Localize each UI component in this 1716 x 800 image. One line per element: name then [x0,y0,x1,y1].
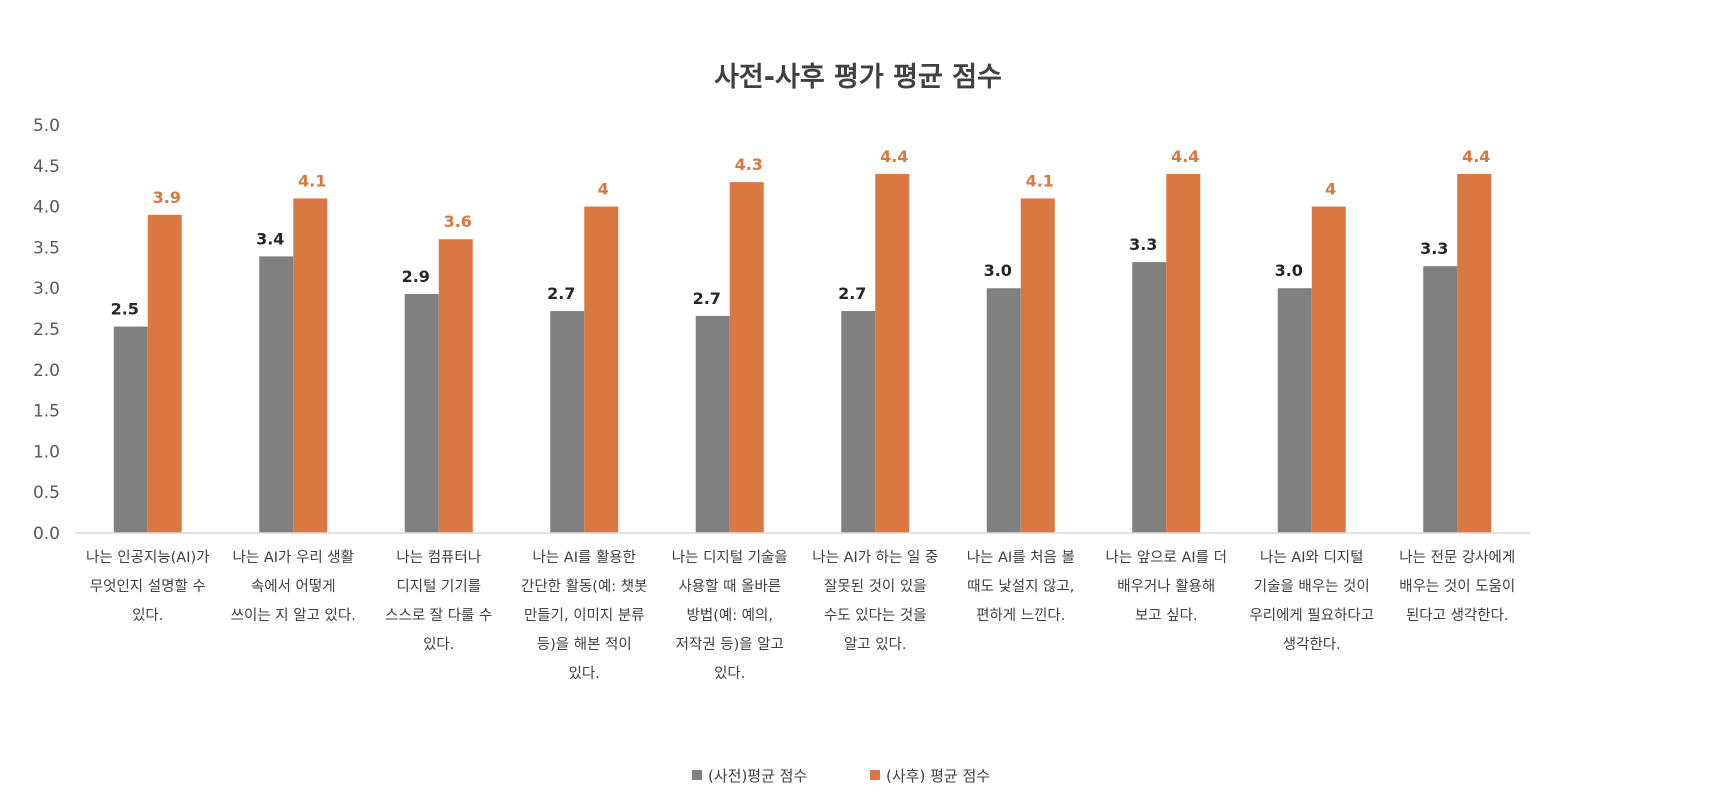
x-tick-label: 나는 AI가 우리 생활 속에서 어떻게 쓰이는 지 알고 있다. [231,549,356,624]
y-axis: 0.0 0.5 1.0 1.5 2.0 2.5 3.0 3.5 4.0 4.5 5.0 [33,116,60,544]
data-label: 2.7 [693,289,721,308]
y-tick-label: 3.5 [33,238,60,258]
x-tick-label: 나는 AI를 활용한 간단한 활동(예: 챗봇 만들기, 이미지 분류 등)을 해본 … [521,549,647,682]
data-label: 4.1 [298,171,326,190]
data-label: 2.7 [547,284,575,303]
bar-post [438,239,473,534]
data-label: 4.1 [1026,171,1054,190]
bar-post [1166,173,1201,533]
data-label: 3.3 [1420,239,1448,258]
y-tick-label: 4.5 [33,157,60,177]
x-tick-label: 나는 AI와 디지털 기술을 배우는 것이 우리에게 필요하다고 생각한다. [1249,549,1374,653]
data-label: 4 [598,180,609,199]
y-tick-label: 4.0 [33,198,60,218]
y-tick-label: 2.5 [33,320,60,340]
y-tick-label: 5.0 [33,116,60,136]
data-label: 3.0 [1275,261,1303,280]
bar-pre [404,293,439,533]
data-label: 3.4 [256,229,284,248]
x-tick-label: 나는 AI를 처음 볼 때도 낯설지 않고, 편하게 느낀다. [967,549,1075,624]
data-label: 4 [1325,180,1336,199]
data-label: 2.7 [838,284,866,303]
x-tick-label: 나는 디지털 기술을 사용할 때 올바른 방법(예: 예의, 저작권 등)을 알고 있다… [672,549,788,682]
data-label: 4.3 [735,155,763,174]
bars: 2.5 3.9 3.4 4.1 2.9 3.6 2.7 4 2.7 4.3 2.7 4.4 3.0 4.1… [111,147,1492,534]
y-tick-label: 0.5 [33,483,60,503]
x-tick-label: 나는 인공지능(AI)가 무엇인지 설명할 수 있다. [86,549,210,624]
data-label: 2.5 [111,300,139,319]
legend-swatch [870,770,880,780]
bar-post [584,206,619,533]
bar-post [147,214,182,533]
y-tick-label: 1.0 [33,442,60,462]
data-label: 3.0 [984,261,1012,280]
bar-pre [259,256,294,533]
y-tick-label: 1.5 [33,402,60,422]
y-tick-label: 2.0 [33,361,60,381]
data-label: 2.9 [402,267,430,286]
bar-post [729,182,764,533]
legend-swatch [692,770,702,780]
bar-pre [986,288,1021,533]
bar-post [875,173,910,533]
data-label: 4.4 [880,147,908,166]
y-tick-label: 3.0 [33,279,60,299]
bar-pre [841,311,876,533]
bar-pre [1423,266,1458,533]
legend-label: (사전)평균 점수 [708,767,807,785]
x-tick-label: 나는 AI가 하는 일 중 잘못된 것이 있을 수도 있다는 것을 알고 있다. [812,549,938,653]
bar-post [1311,206,1346,533]
bar-post [1020,198,1055,533]
data-label: 3.9 [153,188,181,207]
x-tick-label: 나는 전문 강사에게 배우는 것이 도움이 된다고 생각한다. [1399,549,1515,624]
x-tick-label: 나는 앞으로 AI를 더 배우거나 활용해 보고 싶다. [1106,549,1227,624]
data-label: 3.3 [1129,235,1157,254]
data-label: 4.4 [1462,147,1490,166]
x-tick-label: 나는 컴퓨터나 디지털 기기를 스스로 잘 다룰 수 있다. [385,549,492,653]
legend: (사전)평균 점수 (사후) 평균 점수 [692,767,990,785]
chart-title: 사전-사후 평가 평균 점수 [714,62,1002,93]
data-label: 3.6 [444,212,472,231]
bar-pre [695,315,730,533]
data-label: 4.4 [1171,147,1199,166]
bar-post [1457,173,1492,533]
x-axis: 나는 인공지능(AI)가 무엇인지 설명할 수 있다. 나는 AI가 우리 생활 속에서… [75,532,1530,682]
y-tick-label: 0.0 [33,524,60,544]
bar-pre [1132,262,1167,533]
bar-post [293,198,328,533]
bar-pre [550,311,585,533]
bar-pre [113,326,148,533]
legend-label: (사후) 평균 점수 [886,767,990,785]
bar-pre [1277,288,1312,533]
